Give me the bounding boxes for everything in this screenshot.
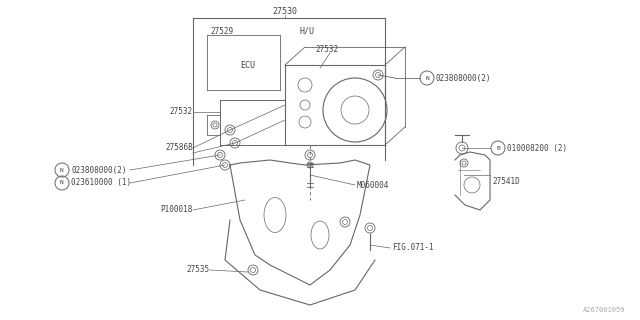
Text: N: N [60,167,64,172]
Text: 27535: 27535 [187,266,210,275]
Text: 27532: 27532 [315,45,338,54]
Text: M060004: M060004 [357,180,389,189]
Text: 010008200 (2): 010008200 (2) [507,143,567,153]
Text: 27541D: 27541D [492,178,520,187]
Text: P100018: P100018 [161,205,193,214]
Text: 023808000(2): 023808000(2) [436,74,492,83]
Text: H/U: H/U [300,27,315,36]
Text: B: B [496,146,500,150]
Text: 27530: 27530 [273,7,298,17]
Text: 023610000 (1): 023610000 (1) [71,179,131,188]
Text: N: N [60,180,64,186]
Text: ECU: ECU [240,60,255,69]
Text: 27529: 27529 [210,27,233,36]
Text: 27586B: 27586B [165,143,193,153]
Text: FIG.071-1: FIG.071-1 [392,244,434,252]
Text: 27532: 27532 [170,108,193,116]
Text: N: N [425,76,429,81]
Text: A267001059: A267001059 [582,307,625,313]
Text: 023808000(2): 023808000(2) [71,165,127,174]
